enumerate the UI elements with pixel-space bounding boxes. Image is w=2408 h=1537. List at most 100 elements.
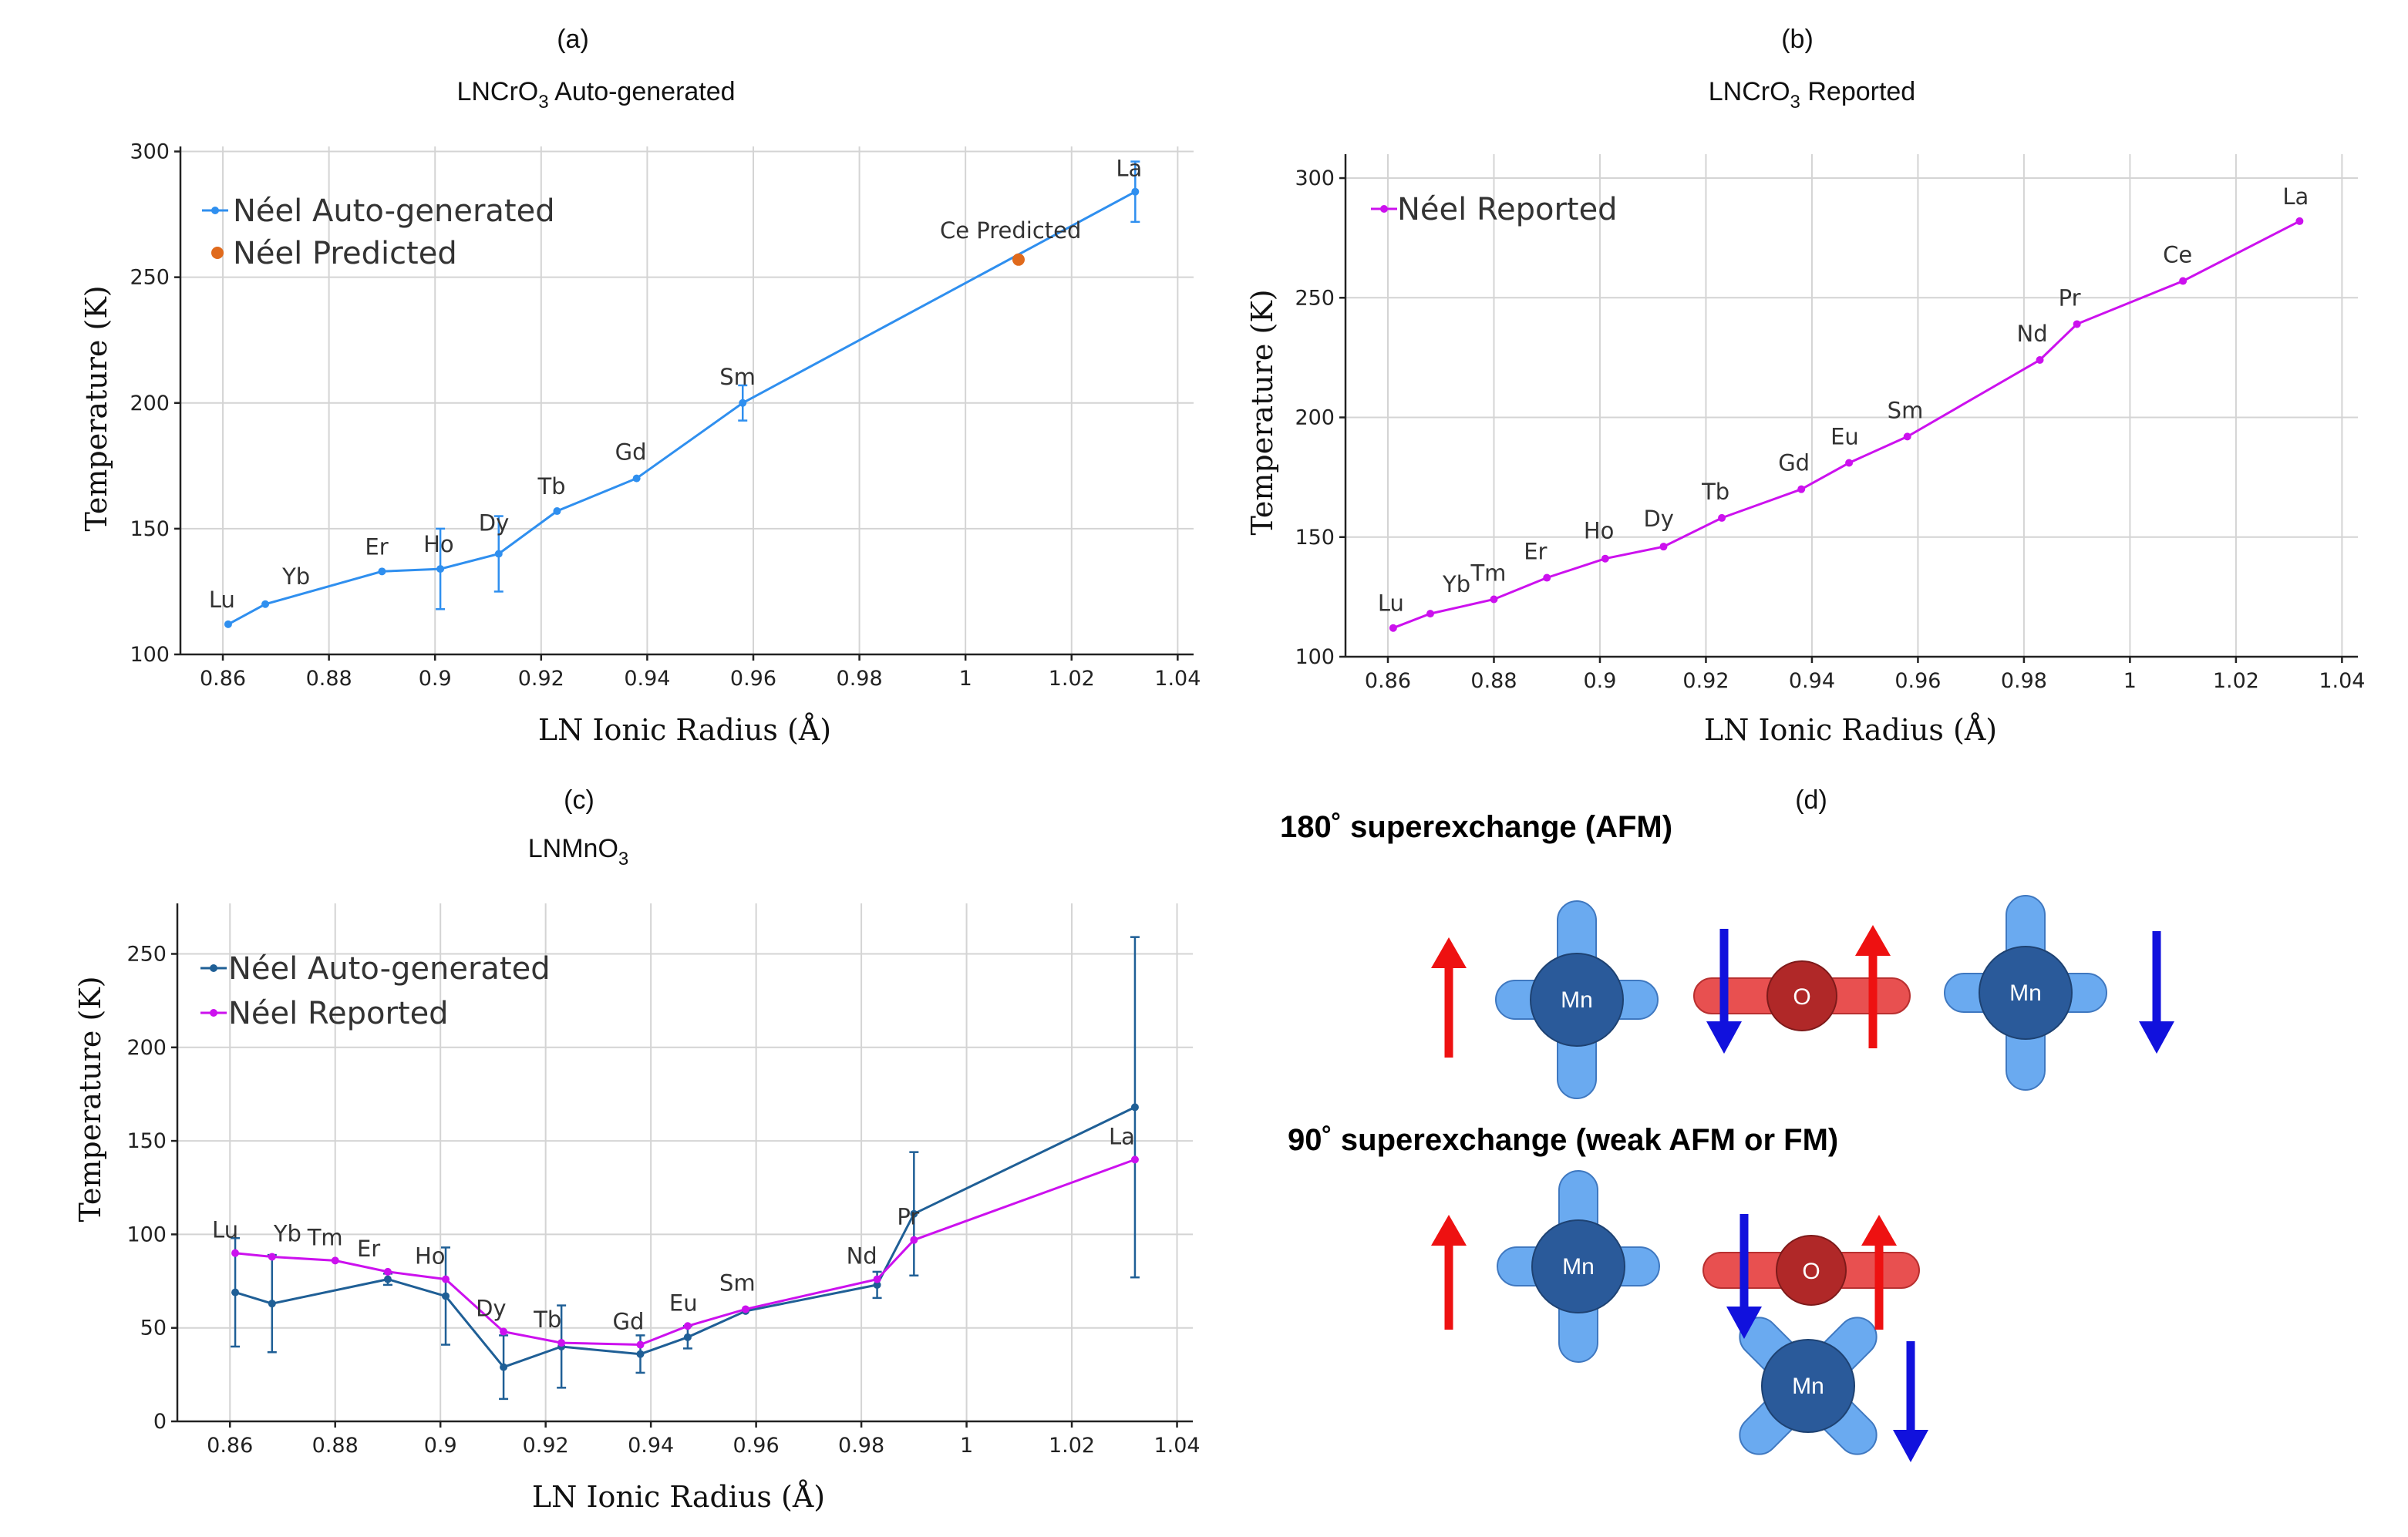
data-point [1797,485,1806,493]
data-point [331,1256,339,1265]
point-label: Sm [719,1270,756,1296]
y-tick-label: 150 [130,517,170,541]
legend-c-auto-label: Néel Auto-generated [228,951,551,987]
data-point [494,550,503,558]
chart-a-legend: Néel Auto-generated Néel Predicted [202,193,555,271]
x-tick-label: 1.04 [1154,667,1201,691]
chart-b-ylabel: Temperature (K) [1245,289,1279,535]
point-label: Tm [307,1224,343,1250]
panel-label-b: (b) [1781,25,1814,54]
series-line [1393,220,2301,630]
data-point [636,1350,645,1358]
x-tick-label: 0.9 [1583,669,1616,693]
point-label: Gd [1778,450,1810,476]
y-tick-label: 100 [126,1223,167,1246]
x-tick-label: 0.96 [733,1434,780,1458]
x-tick-label: 0.9 [424,1434,457,1458]
spin-up-arrow-2 [1855,925,1891,1048]
x-tick-label: 1.04 [1153,1434,1200,1458]
chart-b-ticks: 0.86 0.88 0.9 0.92 0.94 0.96 0.98 1 1.02 1.04 100 1… [1295,166,2365,693]
x-tick-label: 0.88 [1470,669,1517,693]
data-point [1130,1103,1139,1112]
data-point [1845,459,1854,467]
point-label: Yb [273,1221,301,1247]
data-point [683,1322,692,1330]
data-point [2073,320,2081,328]
legend-c-reported-label: Néel Reported [228,996,449,1031]
chart-b-axes [1344,154,2358,658]
x-tick-label: 0.94 [1789,669,1835,693]
data-point [1543,573,1551,582]
chart-a-title: LNCrO3 Auto-generated [456,77,735,113]
x-tick-label: 0.9 [419,667,452,691]
point-label: Lu [1378,590,1404,617]
point-label: Ce Predicted [940,217,1081,244]
data-point [1903,432,1911,441]
x-tick-label: 0.92 [1682,669,1729,693]
x-tick-label: 0.92 [523,1434,569,1458]
spin-down-arrow-4 [1893,1341,1928,1462]
mn-atom-2: Mn [1944,895,2107,1091]
x-tick-label: 0.96 [730,667,776,691]
spin-up-arrow-3 [1431,1215,1467,1330]
data-point [741,1305,749,1313]
panel-label-a: (a) [557,25,589,54]
point-label: Eu [669,1290,698,1316]
data-point [739,399,747,407]
point-label: Tm [1470,560,1506,586]
point-label: Nd [2017,321,2048,347]
x-tick-label: 0.94 [624,667,670,691]
data-point [873,1275,881,1283]
data-point [1718,513,1726,522]
data-point [268,1253,276,1261]
data-point [500,1363,508,1371]
x-tick-label: 1 [960,1434,973,1458]
point-label: La [1109,1123,1135,1149]
mn-atom-4 [1739,1317,1878,1455]
point-label: La [1116,156,1142,182]
data-point [873,1280,881,1289]
point-label: Lu [212,1217,238,1243]
data-point [231,1249,240,1257]
y-tick-label: 200 [130,392,170,415]
point-label: Ce [2163,242,2192,268]
y-tick-label: 300 [130,140,170,164]
point-label: Pr [897,1204,919,1230]
y-tick-label: 150 [126,1129,167,1153]
x-tick-label: 0.88 [312,1434,359,1458]
chart-a-ylabel: Temperature (K) [79,285,113,531]
chart-b-legend: Néel Reported [1371,192,1618,227]
point-label: Er [365,533,388,560]
data-point [378,567,386,576]
panel-label-d: (d) [1795,785,1827,815]
data-point [632,474,641,483]
data-point [1130,1155,1139,1164]
chart-b: (b) LNCrO3 Reported 0.86 0.88 0.9 0.92 0.94 0… [1245,25,2365,747]
point-label: Nd [847,1243,877,1270]
y-tick-label: 150 [1295,526,1335,550]
chart-a: (a) LNCrO3 Auto-generated 0.86 0.88 0.9 0.9… [79,25,1201,747]
y-tick-label: 250 [126,943,167,967]
y-tick-label: 200 [126,1036,167,1060]
chart-c-ticks: 0.86 0.88 0.9 0.92 0.94 0.96 0.98 1 1.02 1.04 0 50 1… [126,943,1200,1458]
x-tick-label: 0.86 [1365,669,1411,693]
chart-a-ticks: 0.86 0.88 0.9 0.92 0.94 0.96 0.98 1 1.02 1.04 100 1… [130,140,1201,691]
y-tick-label: 50 [140,1317,167,1340]
x-tick-label: 0.86 [200,667,246,691]
data-point [1601,554,1609,563]
point-label: Gd [612,1309,644,1335]
chart-a-series [224,160,1140,628]
mn-label-1: Mn [1561,987,1593,1013]
data-point [636,1340,645,1349]
point-label: La [2282,183,2309,210]
mn-atom-1: Mn [1495,900,1659,1099]
y-tick-label: 250 [1295,286,1335,310]
title-180-superexchange: 180˚ superexchange (AFM) [1280,810,1672,844]
point-label: Tb [533,1307,561,1333]
x-tick-label: 0.96 [1894,669,1941,693]
data-point [268,1300,276,1308]
point-label: Ho [1584,518,1615,544]
y-tick-label: 100 [1295,645,1335,669]
x-tick-label: 1.02 [2213,669,2259,693]
legend-b-reported-marker [1380,205,1388,213]
